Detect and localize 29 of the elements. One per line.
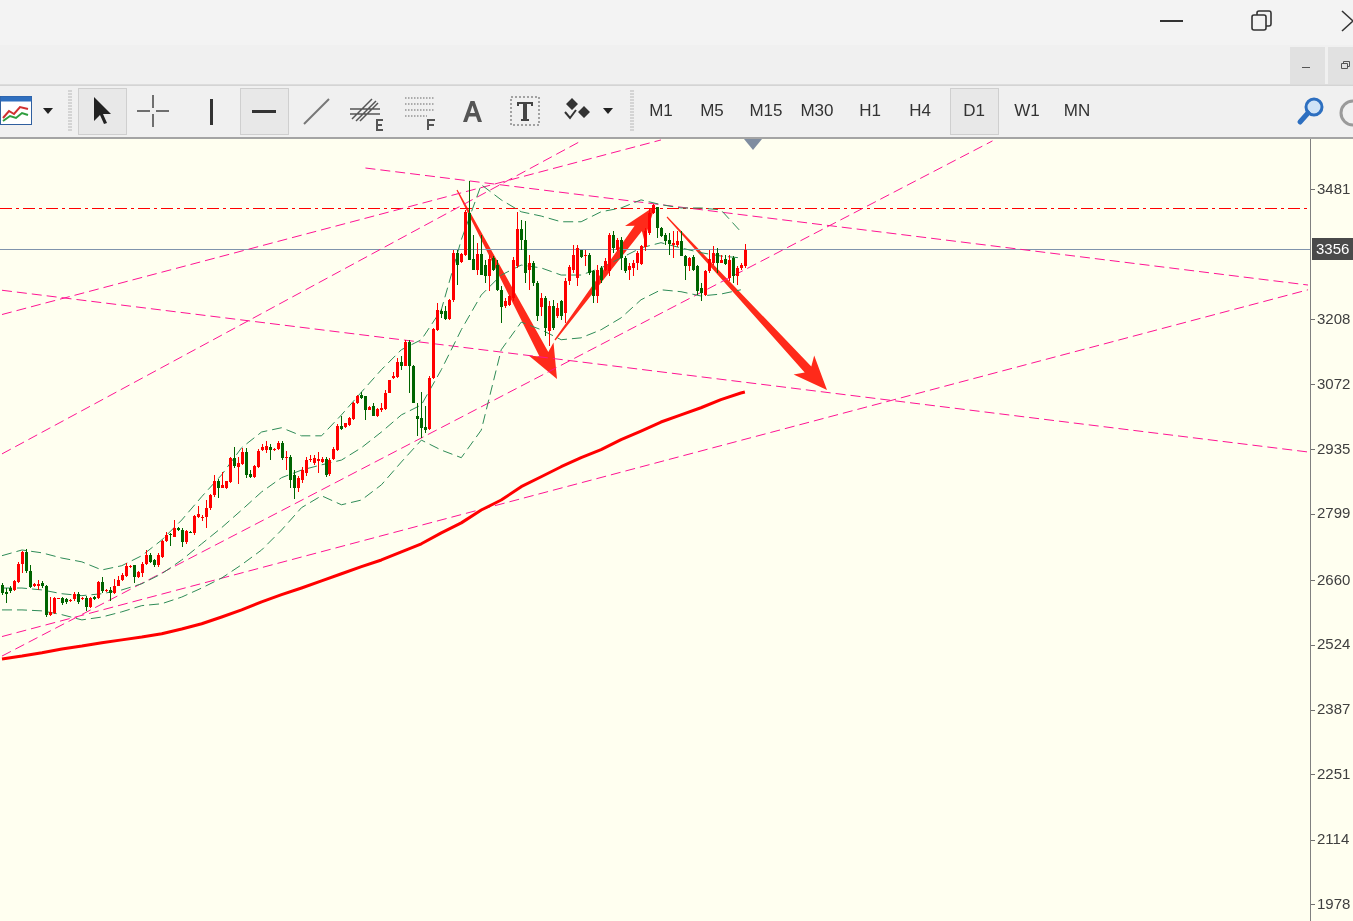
y-tick-label: 3072 <box>1317 374 1351 392</box>
text: H1 <box>859 100 881 122</box>
text: M5 <box>700 100 724 122</box>
y-tick-label: 3481 <box>1317 180 1351 198</box>
text: H4 <box>909 100 931 122</box>
text: MN <box>1063 100 1091 122</box>
y-tick-label: 2935 <box>1317 439 1351 457</box>
candlestick <box>672 231 675 258</box>
text: M30 <box>800 100 834 122</box>
text: D1 <box>963 100 985 122</box>
candlestick <box>584 250 587 266</box>
y-tick-label: 3208 <box>1317 309 1351 327</box>
text: M15 <box>749 100 783 122</box>
line-series <box>1 289 742 621</box>
candlestick <box>285 451 288 470</box>
y-tick-label: 2251 <box>1317 765 1351 783</box>
candlestick <box>416 403 419 436</box>
candlestick <box>317 452 320 473</box>
y-tick-label: 2799 <box>1317 504 1351 522</box>
text: W1 <box>1014 100 1040 122</box>
text: M1 <box>649 100 673 122</box>
y-tick-label: 2524 <box>1317 635 1351 653</box>
line-series <box>1 184 742 571</box>
ref-line-label: 3356 <box>1316 240 1350 258</box>
y-tick-label: 2660 <box>1317 570 1351 588</box>
candlestick <box>169 533 172 546</box>
y-tick-label: 1978 <box>1317 894 1351 912</box>
y-tick-label: 2114 <box>1317 830 1350 848</box>
y-tick-label: 2387 <box>1317 700 1351 718</box>
